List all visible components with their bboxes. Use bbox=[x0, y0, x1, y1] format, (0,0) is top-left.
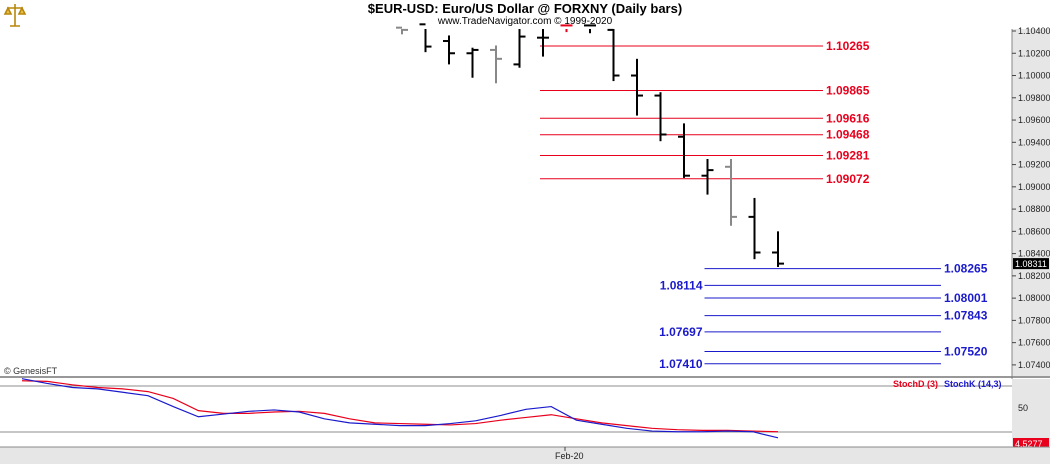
last-price-badge: 1.08311 bbox=[1013, 258, 1049, 270]
level-label: 1.07843 bbox=[944, 309, 988, 323]
price-axis-tick-label: 1.07400 bbox=[1018, 360, 1050, 370]
ohlc-bar bbox=[419, 23, 432, 53]
level-label: 1.08265 bbox=[944, 262, 988, 276]
price-axis-tick-label: 1.09800 bbox=[1018, 93, 1050, 103]
price-axis-tick-label: 1.09600 bbox=[1018, 115, 1050, 125]
watermark: © GenesisFT bbox=[4, 366, 58, 376]
ohlc-bar bbox=[584, 24, 596, 34]
price-axis-tick-label: 1.10200 bbox=[1018, 48, 1050, 58]
level-label: 1.09468 bbox=[826, 128, 870, 142]
stochastic-panel: StochD (3) StochK (14,3) 50 4.5277 bbox=[0, 378, 1050, 449]
chart-subtitle: www.TradeNavigator.com © 1999-2020 bbox=[437, 16, 613, 27]
price-plot-area bbox=[0, 29, 1012, 376]
ohlc-bar bbox=[654, 92, 667, 142]
price-axis-ticks: 1.10400 1.10200 1.10000 1.09800 1.09600 1.094… bbox=[1012, 26, 1050, 370]
level-label: 1.07410 bbox=[659, 357, 703, 371]
ohlc-bar bbox=[443, 35, 455, 65]
stoch-axis-bg bbox=[1012, 379, 1050, 446]
ohlc-bar bbox=[513, 29, 526, 68]
price-axis-tick-label: 1.10400 bbox=[1018, 26, 1050, 36]
stoch-k-line bbox=[21, 378, 779, 439]
price-axis-tick-label: 1.08800 bbox=[1018, 204, 1050, 214]
price-axis-tick-label: 1.09400 bbox=[1018, 137, 1050, 147]
level-label: 1.07520 bbox=[944, 345, 988, 359]
fib-levels: 1.10265 1.09865 1.09616 1.09468 1.09281 1.090… bbox=[540, 39, 988, 371]
chart-title: $EUR-USD: Euro/US Dollar @ FORXNY (Daily… bbox=[367, 1, 683, 16]
ohlc-bar bbox=[725, 158, 737, 226]
level-label: 1.08114 bbox=[660, 278, 703, 292]
ohlc-bar bbox=[772, 231, 784, 267]
last-price-badge-text: 1.08311 bbox=[1015, 259, 1047, 269]
ohlc-bar bbox=[537, 29, 549, 57]
stoch-d-legend: StochD (3) bbox=[893, 379, 938, 389]
ohlc-bar bbox=[466, 47, 479, 78]
stoch-k-legend: StochK (14,3) bbox=[944, 379, 1002, 389]
level-label: 1.09616 bbox=[826, 111, 870, 125]
stoch-series bbox=[21, 378, 779, 439]
chart-header: $EUR-USD: Euro/US Dollar @ FORXNY (Daily… bbox=[0, 0, 1050, 29]
price-axis-tick-label: 1.08000 bbox=[1018, 293, 1050, 303]
price-axis-bg bbox=[1012, 29, 1050, 376]
ohlc-bar bbox=[607, 28, 620, 82]
price-axis-tick-label: 1.08200 bbox=[1018, 271, 1050, 281]
stoch-d-line bbox=[21, 380, 779, 433]
level-label: 1.10265 bbox=[826, 39, 870, 53]
level-label: 1.07697 bbox=[659, 325, 703, 339]
price-axis-tick-label: 1.09200 bbox=[1018, 160, 1050, 170]
level-label: 1.09072 bbox=[826, 172, 870, 186]
ohlc-bar bbox=[396, 26, 408, 35]
time-axis-label: Feb-20 bbox=[555, 451, 584, 461]
price-axis-tick-label: 1.07600 bbox=[1018, 338, 1050, 348]
level-label: 1.09281 bbox=[826, 149, 870, 163]
level-label: 1.09865 bbox=[826, 84, 870, 98]
stoch-axis-tick-50: 50 bbox=[1018, 403, 1028, 413]
ohlc-bar bbox=[490, 45, 502, 84]
ohlc-bars bbox=[396, 23, 784, 267]
stoch-value-badge-bg bbox=[1013, 438, 1049, 449]
last-price-badge-bg bbox=[1013, 258, 1049, 270]
time-axis-bg bbox=[0, 447, 1050, 464]
price-axis-tick-label: 1.07800 bbox=[1018, 315, 1050, 325]
ohlc-bar bbox=[631, 58, 643, 116]
ohlc-bar bbox=[678, 123, 690, 178]
price-panel: 1.10265 1.09865 1.09616 1.09468 1.09281 1.090… bbox=[0, 23, 1012, 376]
price-axis-tick-label: 1.08600 bbox=[1018, 226, 1050, 236]
level-label: 1.08001 bbox=[944, 291, 988, 305]
price-axis-tick-label: 1.08400 bbox=[1018, 249, 1050, 259]
ohlc-bar bbox=[748, 197, 761, 260]
stoch-value-badge-text: 4.5277 bbox=[1015, 439, 1043, 449]
price-axis-tick-label: 1.10000 bbox=[1018, 71, 1050, 81]
ohlc-bar bbox=[560, 24, 573, 33]
stoch-plot-area bbox=[0, 379, 1012, 446]
price-axis-tick-label: 1.09000 bbox=[1018, 182, 1050, 192]
ohlc-bar bbox=[701, 158, 714, 195]
genesis-logo-icon bbox=[3, 4, 27, 27]
